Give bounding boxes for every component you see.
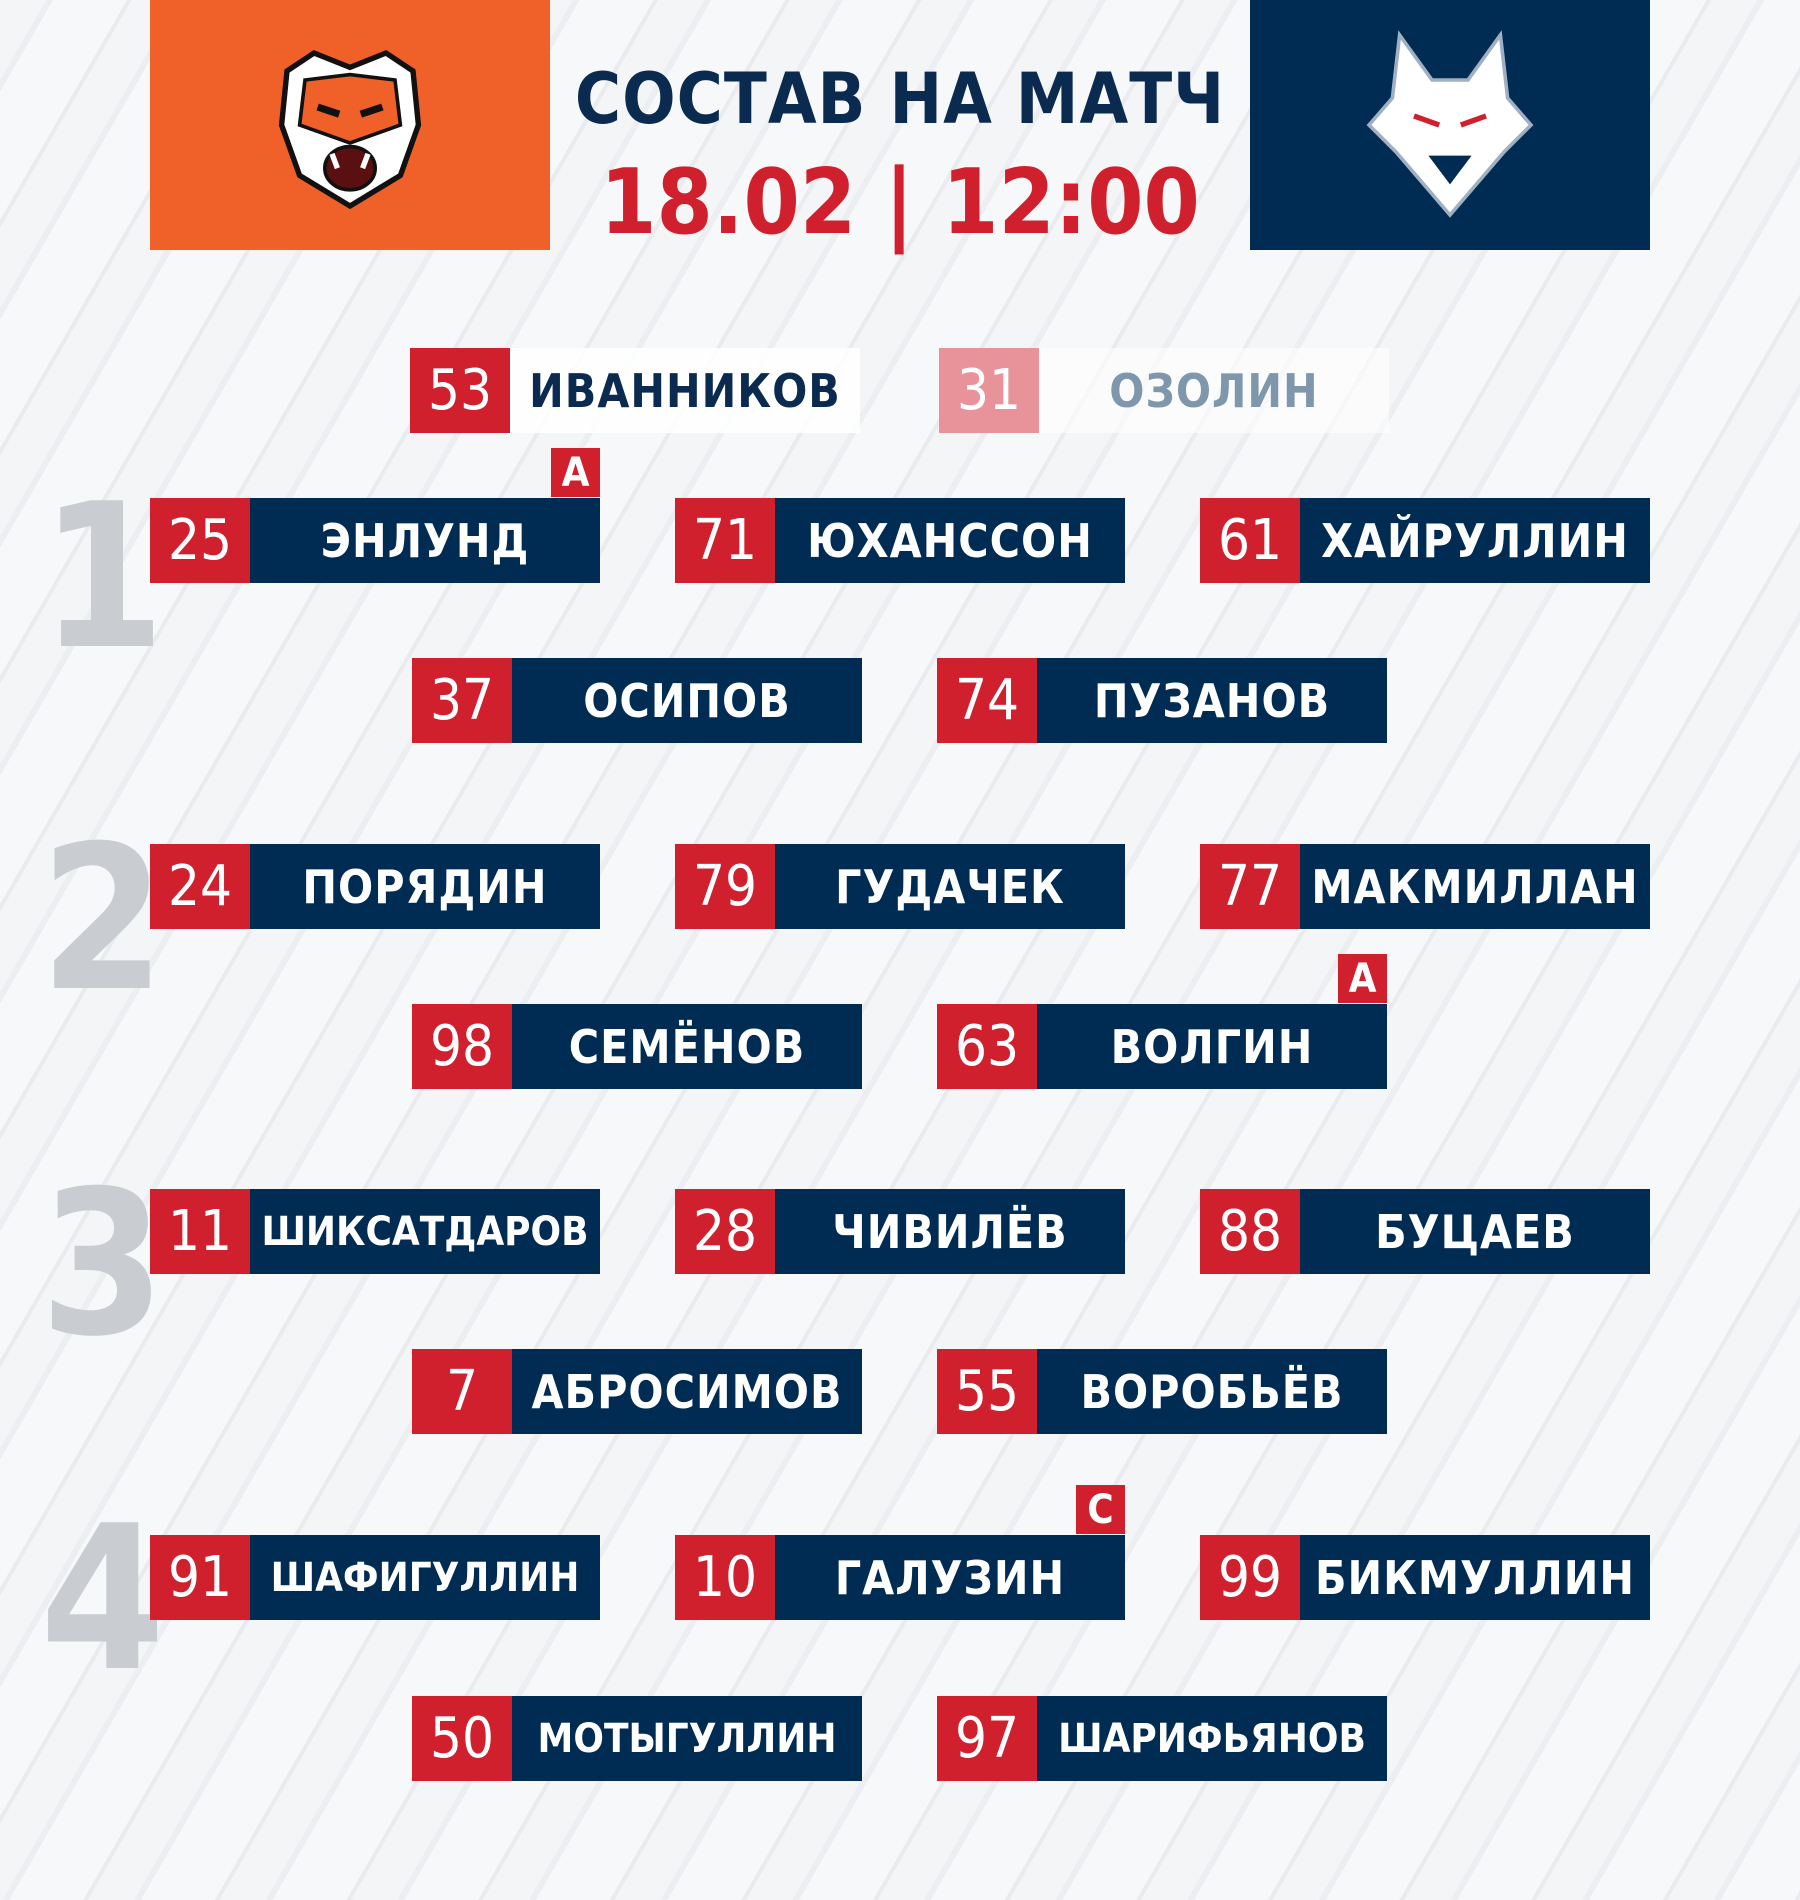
- player-card: 53 ИВАННИКОВ: [410, 348, 860, 433]
- player-card: 7 АБРОСИМОВ: [412, 1349, 862, 1434]
- player-card: 11 ШИКСАТДАРОВ: [150, 1189, 600, 1274]
- player-name: АБРОСИМОВ: [512, 1349, 862, 1434]
- player-card: 79 ГУДАЧЕК: [675, 844, 1125, 929]
- player-number: 71: [675, 498, 775, 583]
- player-number: 98: [412, 1004, 512, 1089]
- player-card: 74 ПУЗАНОВ: [937, 658, 1387, 743]
- player-card: 99 БИКМУЛЛИН: [1200, 1535, 1650, 1620]
- player-name: ПОРЯДИН: [250, 844, 600, 929]
- captaincy-badge: А: [1338, 954, 1387, 1003]
- player-name: ИВАННИКОВ: [510, 348, 860, 433]
- player-number: 97: [937, 1696, 1037, 1781]
- player-name: ВОРОБЬЁВ: [1037, 1349, 1387, 1434]
- line-number: 3: [40, 1148, 166, 1381]
- player-number: 61: [1200, 498, 1300, 583]
- match-datetime: 18.02 | 12:00: [600, 150, 1200, 255]
- player-number: 25: [150, 498, 250, 583]
- line-number: 2: [40, 803, 166, 1036]
- line-number: 4: [40, 1483, 166, 1716]
- player-name: ГАЛУЗИН: [775, 1535, 1125, 1620]
- player-card: 37 ОСИПОВ: [412, 658, 862, 743]
- player-number: 77: [1200, 844, 1300, 929]
- player-card: 71 ЮХАНССОН: [675, 498, 1125, 583]
- player-card: 24 ПОРЯДИН: [150, 844, 600, 929]
- player-number: 24: [150, 844, 250, 929]
- player-number: 10: [675, 1535, 775, 1620]
- away-team-logo: [1250, 0, 1650, 250]
- player-card: 97 ШАРИФЬЯНОВ: [937, 1696, 1387, 1781]
- player-number: 37: [412, 658, 512, 743]
- player-name: ЧИВИЛЁВ: [775, 1189, 1125, 1274]
- captaincy-badge: С: [1076, 1485, 1125, 1534]
- player-number: 63: [937, 1004, 1037, 1089]
- player-card: 31 ОЗОЛИН: [939, 348, 1389, 433]
- player-name: БИКМУЛЛИН: [1300, 1535, 1650, 1620]
- player-card: 91 ШАФИГУЛЛИН: [150, 1535, 600, 1620]
- player-name: ГУДАЧЕК: [775, 844, 1125, 929]
- wolf-logo-icon: [1366, 30, 1534, 218]
- player-name: ПУЗАНОВ: [1037, 658, 1387, 743]
- player-number: 79: [675, 844, 775, 929]
- player-number: 50: [412, 1696, 512, 1781]
- player-name: ЮХАНССОН: [775, 498, 1125, 583]
- player-number: 53: [410, 348, 510, 433]
- player-name: ХАЙРУЛЛИН: [1300, 498, 1650, 583]
- player-name: ШАРИФЬЯНОВ: [1037, 1696, 1387, 1781]
- player-card: 61 ХАЙРУЛЛИН: [1200, 498, 1650, 583]
- player-name: ОСИПОВ: [512, 658, 862, 743]
- player-name: СЕМЁНОВ: [512, 1004, 862, 1089]
- player-card: 10 ГАЛУЗИН: [675, 1535, 1125, 1620]
- player-number: 28: [675, 1189, 775, 1274]
- player-number: 31: [939, 348, 1039, 433]
- player-card: 77 МАКМИЛЛАН: [1200, 844, 1650, 929]
- player-card: 55 ВОРОБЬЁВ: [937, 1349, 1387, 1434]
- player-number: 74: [937, 658, 1037, 743]
- player-card: 25 ЭНЛУНД: [150, 498, 600, 583]
- player-number: 91: [150, 1535, 250, 1620]
- player-number: 88: [1200, 1189, 1300, 1274]
- player-number: 99: [1200, 1535, 1300, 1620]
- player-name: ШИКСАТДАРОВ: [250, 1189, 600, 1274]
- player-card: 63 ВОЛГИН: [937, 1004, 1387, 1089]
- player-name: ЭНЛУНД: [250, 498, 600, 583]
- player-number: 11: [150, 1189, 250, 1274]
- player-name: БУЦАЕВ: [1300, 1189, 1650, 1274]
- player-card: 50 МОТЫГУЛЛИН: [412, 1696, 862, 1781]
- player-name: ОЗОЛИН: [1039, 348, 1389, 433]
- line-number: 1: [40, 461, 166, 694]
- player-card: 98 СЕМЁНОВ: [412, 1004, 862, 1089]
- player-name: ШАФИГУЛЛИН: [250, 1535, 600, 1620]
- player-number: 7: [412, 1349, 512, 1434]
- player-name: ВОЛГИН: [1037, 1004, 1387, 1089]
- page-title: СОСТАВ НА МАТЧ: [574, 58, 1226, 140]
- player-card: 28 ЧИВИЛЁВ: [675, 1189, 1125, 1274]
- home-team-logo: [150, 0, 550, 250]
- player-number: 55: [937, 1349, 1037, 1434]
- player-name: МАКМИЛЛАН: [1300, 844, 1650, 929]
- tiger-logo-icon: [278, 49, 422, 210]
- player-card: 88 БУЦАЕВ: [1200, 1189, 1650, 1274]
- captaincy-badge: А: [551, 448, 600, 497]
- player-name: МОТЫГУЛЛИН: [512, 1696, 862, 1781]
